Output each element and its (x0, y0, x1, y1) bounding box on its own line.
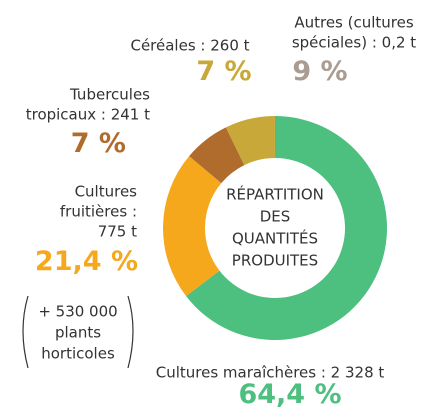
percent-label: 7 % (196, 56, 251, 87)
category-label: 775 t (98, 223, 137, 241)
category-label: Céréales : 260 t (130, 37, 249, 55)
percent-label: 9 % (292, 56, 347, 87)
center-label: QUANTITÉS (232, 229, 318, 248)
note: plants (55, 324, 101, 342)
donut-segment (186, 116, 387, 341)
category-label: Cultures maraîchères : 2 328 t (156, 364, 385, 382)
note-paren-right (127, 295, 134, 369)
category-label: fruitières : (60, 203, 137, 221)
donut-segment (225, 116, 275, 166)
percent-label: 21,4 % (35, 246, 138, 277)
category-label: spéciales) : 0,2 t (292, 34, 416, 52)
percent-label: 64,4 % (238, 379, 341, 409)
center-label: PRODUITES (232, 252, 318, 270)
category-label: Tubercules (69, 86, 150, 104)
donut-segment (189, 127, 245, 184)
note-paren-left (22, 295, 29, 369)
note: + 530 000 (38, 303, 117, 321)
center-label: RÉPARTITION (226, 185, 324, 204)
note: horticoles (41, 345, 115, 363)
percent-label: 7 % (71, 128, 126, 159)
center-label: DES (260, 208, 291, 226)
category-label: Cultures (75, 183, 138, 201)
category-label: Autres (cultures (294, 14, 414, 32)
donut-segment (163, 156, 222, 297)
category-label: tropicaux : 241 t (26, 106, 150, 124)
